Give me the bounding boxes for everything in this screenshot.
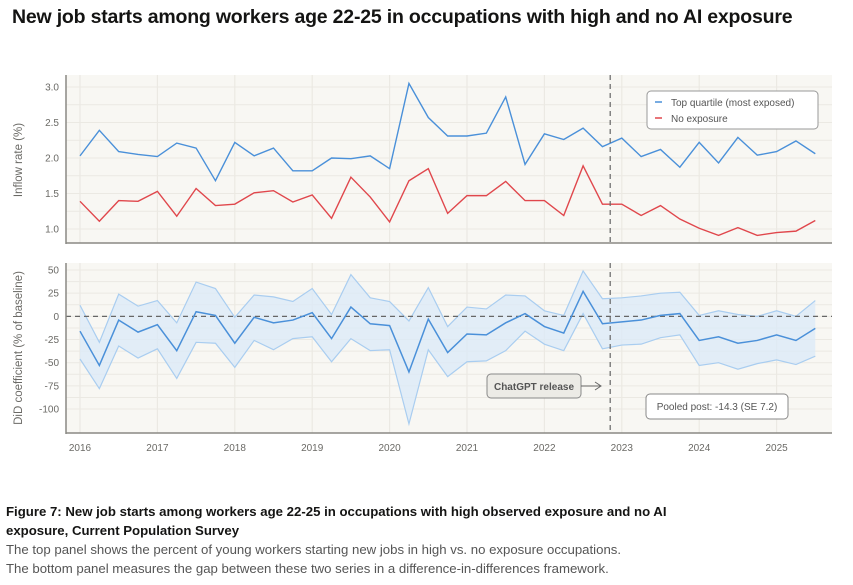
ci-upper-line: [79, 269, 816, 344]
x-tick-label: 2016: [69, 443, 92, 454]
caption-title: Figure 7: New job starts among workers a…: [6, 504, 667, 538]
legend: Top quartile (most exposed) No exposure: [646, 90, 819, 130]
x-tick-label: 2018: [224, 443, 247, 454]
top-y-axis-label: Inflow rate (%): [13, 123, 25, 197]
legend-label-top-quartile: Top quartile (most exposed): [671, 98, 794, 109]
x-tick-label: 2017: [146, 443, 169, 454]
bottom-y-tick-label: -50: [45, 358, 60, 369]
x-tick-label: 2025: [765, 443, 788, 454]
no-exposure-line: [79, 164, 816, 237]
top-y-tick-label: 2.5: [45, 118, 59, 129]
top-y-tick-label: 3.0: [45, 83, 59, 94]
bottom-y-axis-label: DiD coefficient (% of baseline): [13, 271, 25, 425]
ci-lower-line: [79, 312, 816, 427]
x-tick-label: 2020: [378, 443, 401, 454]
arrow-head-icon: [594, 381, 602, 391]
bottom-y-tick-label: -75: [45, 381, 60, 392]
top-y-tick-label: 2.0: [45, 154, 59, 165]
confidence-band: [80, 270, 816, 424]
x-tick-label: 2023: [611, 443, 634, 454]
caption-line-2: The bottom panel measures the gap betwee…: [6, 561, 609, 576]
figure-caption: Figure 7: New job starts among workers a…: [6, 502, 686, 578]
pooled-post-label: Pooled post: -14.3 (SE 7.2): [657, 402, 778, 413]
chart-title: New job starts among workers age 22-25 i…: [12, 6, 793, 28]
top-y-tick-label: 1.5: [45, 189, 59, 200]
bottom-y-tick-label: 50: [48, 266, 60, 277]
bottom-y-tick-label: -25: [45, 335, 60, 346]
bottom-y-tick-label: 25: [48, 289, 60, 300]
legend-label-no-exposure: No exposure: [671, 114, 728, 125]
chatgpt-annotation: ChatGPT release: [486, 373, 602, 399]
top-quartile-line: [79, 81, 816, 183]
did-coefficient-line: [79, 289, 816, 375]
top-y-tick-label: 1.0: [45, 225, 59, 236]
caption-line-1: The top panel shows the percent of young…: [6, 542, 622, 557]
chatgpt-release-label: ChatGPT release: [494, 382, 574, 393]
x-tick-label: 2022: [533, 443, 556, 454]
chart: 2016 2017 2018 2019 2020 2021 2022 2023 2024 2025…: [13, 75, 832, 454]
x-tick-label: 2021: [456, 443, 479, 454]
pooled-annotation: Pooled post: -14.3 (SE 7.2): [645, 393, 789, 420]
x-tick-label: 2024: [688, 443, 711, 454]
x-tick-label: 2019: [301, 443, 324, 454]
bottom-y-tick-label: 0: [53, 312, 59, 323]
bottom-y-tick-label: -100: [39, 405, 59, 416]
